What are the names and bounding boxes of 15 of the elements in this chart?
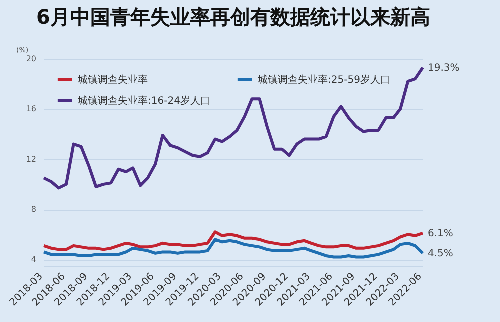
y-tick-label: 12 [26,154,36,164]
annotation: 4.5% [428,248,454,260]
y-tick-label: 16 [26,104,36,114]
y-tick-label: 20 [26,54,36,64]
line-series [42,66,424,190]
legend-label: 城镇调查失业率:25-59岁人口 [257,74,390,86]
legend-label: 城镇调查失业率:16-24岁人口 [77,95,210,107]
y-tick-label: 4 [31,255,36,264]
chart-title: 6月中国青年失业率再创有数据统计以来新高 [36,5,430,29]
legend-label: 城镇调查失业率 [77,74,148,86]
annotation: 6.1% [428,228,454,240]
line-series [42,230,424,252]
annotation: 19.3% [428,62,460,74]
y-tick-label: 8 [31,205,36,214]
line-series [42,238,424,259]
